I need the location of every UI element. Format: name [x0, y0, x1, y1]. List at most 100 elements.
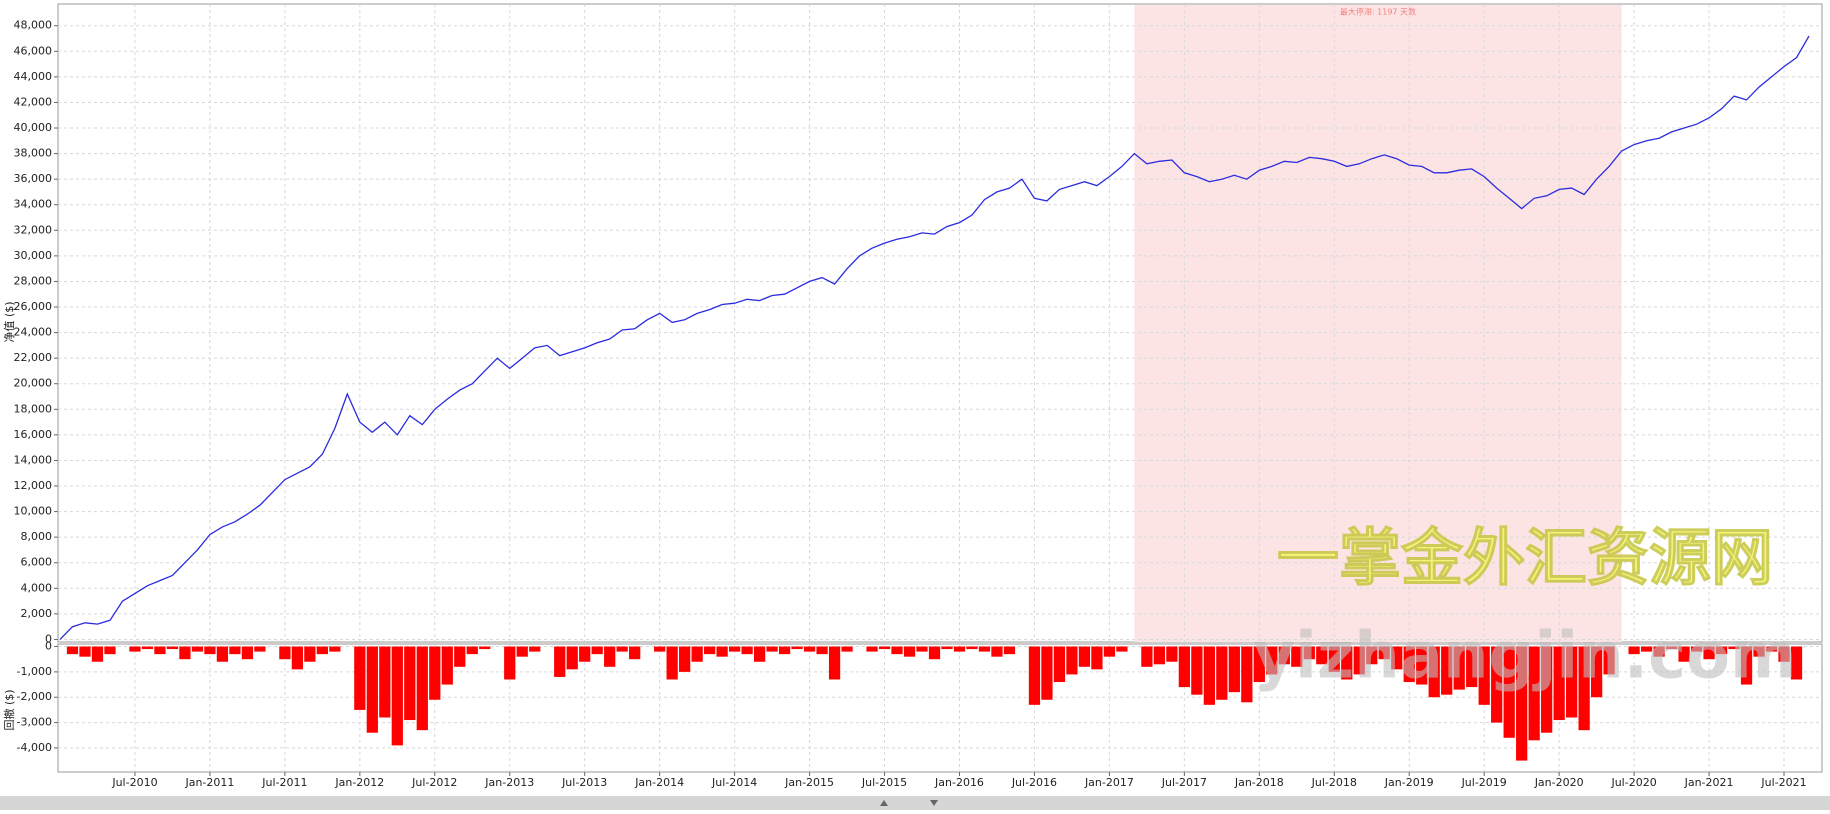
drawdown-bar: [91, 646, 104, 662]
drawdown-bar: [803, 646, 816, 652]
y-tick-label: -3,000: [17, 716, 52, 729]
drawdown-bar: [1453, 646, 1465, 690]
drawdown-bar: [1640, 646, 1653, 652]
y-tick-label: 42,000: [14, 95, 53, 108]
x-tick-label: Jan-2012: [334, 776, 384, 789]
drawdown-bar: [354, 646, 366, 710]
drawdown-bar: [1591, 646, 1603, 698]
drawdown-bar: [841, 646, 853, 652]
drawdown-bar: [1191, 646, 1203, 695]
drawdown-bar: [104, 646, 116, 655]
x-tick-label: Jul-2011: [261, 776, 307, 789]
y-tick-label: 36,000: [14, 172, 53, 185]
y-tick-label: -4,000: [17, 741, 52, 754]
drawdown-bar: [216, 646, 229, 662]
collapse-up-icon[interactable]: [880, 800, 888, 806]
splitter-bar[interactable]: [0, 796, 1830, 810]
y-tick-label: 38,000: [14, 147, 53, 160]
x-tick-label: Jul-2018: [1311, 776, 1357, 789]
stagnation-label: 最大停滞: 1197 天数: [1340, 7, 1416, 17]
drawdown-bar: [1216, 646, 1228, 700]
y-axis-label: 净值 ($): [2, 301, 16, 342]
collapse-down-icon[interactable]: [930, 800, 938, 806]
drawdown-bar: [1166, 646, 1178, 662]
drawdown-bar: [1690, 646, 1703, 652]
x-tick-label: Jan-2019: [1384, 776, 1434, 789]
y-tick-label: 18,000: [14, 402, 53, 415]
drawdown-bar: [129, 646, 141, 652]
drawdown-bar: [191, 646, 204, 652]
drawdown-bar: [291, 646, 303, 670]
drawdown-bar: [1228, 646, 1240, 693]
drawdown-bar: [1391, 646, 1403, 670]
drawdown-bar: [466, 646, 478, 655]
drawdown-bar: [1778, 646, 1790, 662]
drawdown-bar: [978, 646, 991, 652]
x-tick-label: Jul-2020: [1610, 776, 1656, 789]
drawdown-bar: [1578, 646, 1590, 731]
drawdown-bar: [1503, 646, 1515, 738]
drawdown-bar: [1178, 646, 1190, 688]
drawdown-bar: [1740, 646, 1753, 685]
watermark-url: yizhangjin.com: [1253, 620, 1796, 694]
drawdown-bar: [1628, 646, 1640, 655]
drawdown-bar: [404, 646, 416, 721]
y-tick-label: 0: [45, 632, 52, 645]
drawdown-bar: [1478, 646, 1490, 705]
x-tick-label: Jul-2019: [1461, 776, 1507, 789]
drawdown-bar: [1428, 646, 1440, 698]
drawdown-bar: [579, 646, 591, 662]
y-tick-label: 44,000: [14, 70, 53, 83]
x-tick-label: Jul-2017: [1161, 776, 1207, 789]
drawdown-bar: [1041, 646, 1053, 700]
drawdown-bar: [316, 646, 328, 655]
drawdown-bar: [366, 646, 378, 733]
y-tick-label: 48,000: [14, 19, 53, 32]
x-tick-label: Jan-2017: [1084, 776, 1134, 789]
drawdown-bar: [229, 646, 241, 655]
drawdown-bar: [429, 646, 441, 700]
drawdown-bar: [504, 646, 516, 680]
drawdown-bar: [1241, 646, 1253, 703]
plot-area: [57, 643, 1823, 773]
x-tick-label: Jul-2014: [711, 776, 757, 789]
drawdown-bar: [1266, 646, 1278, 675]
drawdown-bar: [141, 646, 154, 650]
drawdown-bar: [654, 646, 666, 652]
y-tick-label: 28,000: [14, 274, 53, 287]
drawdown-bar: [766, 646, 778, 652]
drawdown-bar: [1678, 646, 1690, 662]
drawdown-bar: [454, 646, 466, 667]
drawdown-bar: [1603, 646, 1615, 675]
drawdown-bar: [816, 646, 828, 655]
drawdown-bar: [1116, 646, 1128, 652]
drawdown-bar: [704, 646, 716, 655]
drawdown-bar: [666, 646, 678, 680]
drawdown-bar: [1366, 646, 1378, 665]
drawdown-bar: [1078, 646, 1091, 667]
drawdown-bar: [1153, 646, 1165, 665]
y-tick-label: 16,000: [14, 428, 53, 441]
drawdown-bar: [1403, 646, 1415, 683]
drawdown-bar: [828, 646, 841, 680]
drawdown-bar: [529, 646, 541, 652]
drawdown-bar: [1378, 646, 1390, 660]
drawdown-bar: [441, 646, 453, 685]
drawdown-bar: [1491, 646, 1503, 723]
drawdown-bar: [629, 646, 641, 660]
drawdown-bar: [1466, 646, 1478, 688]
drawdown-bar: [1715, 646, 1728, 655]
x-tick-label: Jan-2016: [934, 776, 984, 789]
drawdown-bar: [1291, 646, 1303, 667]
drawdown-bar: [878, 646, 891, 650]
x-tick-label: Jul-2021: [1760, 776, 1806, 789]
drawdown-bar: [1653, 646, 1665, 657]
drawdown-bar: [279, 646, 291, 660]
drawdown-bar: [604, 646, 616, 667]
drawdown-bar: [179, 646, 191, 660]
y-tick-label: 12,000: [14, 479, 53, 492]
equity-line: [59, 35, 1810, 640]
y-tick-label: 20,000: [14, 377, 53, 390]
y-tick-label: 10,000: [14, 505, 53, 518]
